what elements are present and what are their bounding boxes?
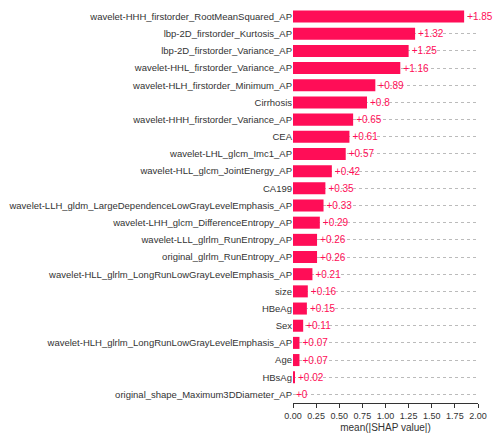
svg-text:Sex: Sex [276, 320, 293, 331]
svg-text:lbp-2D_firstorder_Kurtosis_AP: lbp-2D_firstorder_Kurtosis_AP [164, 28, 292, 39]
svg-text:+0.8: +0.8 [370, 97, 390, 108]
svg-text:wavelet-HLH_glrlm_LongRunLowGr: wavelet-HLH_glrlm_LongRunLowGrayLevelEmp… [47, 337, 292, 348]
svg-text:+0.35: +0.35 [328, 183, 354, 194]
svg-text:+0.21: +0.21 [315, 269, 341, 280]
svg-text:wavelet-LHL_glcm_Imc1_AP: wavelet-LHL_glcm_Imc1_AP [169, 148, 292, 159]
svg-text:+0.65: +0.65 [356, 114, 382, 125]
svg-text:mean(|SHAP value|): mean(|SHAP value|) [340, 422, 431, 433]
svg-text:2.00: 2.00 [469, 411, 487, 421]
svg-text:size: size [275, 286, 292, 297]
svg-text:0.25: 0.25 [307, 411, 325, 421]
svg-text:wavelet-HLL_glcm_JointEnergy_A: wavelet-HLL_glcm_JointEnergy_AP [139, 165, 292, 176]
svg-text:0.50: 0.50 [330, 411, 348, 421]
svg-text:CA199: CA199 [263, 183, 292, 194]
svg-text:wavelet-HHL_firstorder_Varianc: wavelet-HHL_firstorder_Variance_AP [134, 62, 292, 73]
svg-text:+1.32: +1.32 [418, 28, 444, 39]
svg-text:original_glrlm_RunEntropy_AP: original_glrlm_RunEntropy_AP [162, 251, 292, 262]
svg-text:wavelet-HHH_firstorder_RootMea: wavelet-HHH_firstorder_RootMeanSquared_A… [89, 11, 292, 22]
svg-text:+0.61: +0.61 [352, 131, 378, 142]
svg-text:1.75: 1.75 [446, 411, 464, 421]
svg-text:wavelet-HLL_glrlm_LongRunLowGr: wavelet-HLL_glrlm_LongRunLowGrayLevelEmp… [48, 269, 292, 280]
svg-text:+1.85: +1.85 [467, 11, 493, 22]
svg-text:1.00: 1.00 [377, 411, 395, 421]
svg-text:+0.89: +0.89 [378, 80, 404, 91]
svg-text:+0.16: +0.16 [311, 286, 337, 297]
svg-text:wavelet-HLH_firstorder_Minimum: wavelet-HLH_firstorder_Minimum_AP [132, 80, 292, 91]
svg-text:+0.07: +0.07 [302, 355, 328, 366]
svg-text:1.25: 1.25 [400, 411, 418, 421]
svg-text:+0.26: +0.26 [320, 234, 346, 245]
svg-text:+1.25: +1.25 [412, 45, 438, 56]
svg-text:wavelet-HHH_firstorder_Varianc: wavelet-HHH_firstorder_Variance_AP [132, 114, 292, 125]
svg-text:+0.57: +0.57 [349, 148, 375, 159]
svg-text:+0.02: +0.02 [298, 372, 324, 383]
svg-text:wavelet-LLL_glrlm_RunEntropy_A: wavelet-LLL_glrlm_RunEntropy_AP [141, 234, 293, 245]
svg-text:+0.11: +0.11 [306, 320, 331, 331]
svg-text:HBeAg: HBeAg [262, 303, 292, 314]
svg-text:+1.16: +1.16 [403, 63, 429, 74]
svg-text:lbp-2D_firstorder_Variance_AP: lbp-2D_firstorder_Variance_AP [161, 45, 292, 56]
svg-text:wavelet-LHH_glcm_DifferenceEnt: wavelet-LHH_glcm_DifferenceEntropy_AP [112, 217, 292, 228]
svg-text:HBsAg: HBsAg [262, 372, 292, 383]
svg-text:+0.26: +0.26 [320, 252, 346, 263]
svg-text:Cirrhosis: Cirrhosis [255, 97, 293, 108]
svg-text:0.00: 0.00 [284, 411, 302, 421]
svg-text:0.75: 0.75 [354, 411, 372, 421]
svg-text:+0: +0 [296, 389, 308, 400]
svg-text:Age: Age [275, 354, 292, 365]
svg-text:wavelet-LLH_gldm_LargeDependen: wavelet-LLH_gldm_LargeDependenceLowGrayL… [8, 200, 292, 211]
svg-text:1.50: 1.50 [423, 411, 441, 421]
svg-text:original_shape_Maximum3DDiamet: original_shape_Maximum3DDiameter_AP [115, 389, 292, 400]
svg-text:+0.33: +0.33 [327, 200, 353, 211]
svg-text:CEA: CEA [272, 131, 292, 142]
svg-text:+0.07: +0.07 [302, 337, 328, 348]
svg-text:+0.42: +0.42 [335, 166, 361, 177]
svg-text:+0.29: +0.29 [323, 217, 349, 228]
svg-text:+0.15: +0.15 [310, 303, 336, 314]
